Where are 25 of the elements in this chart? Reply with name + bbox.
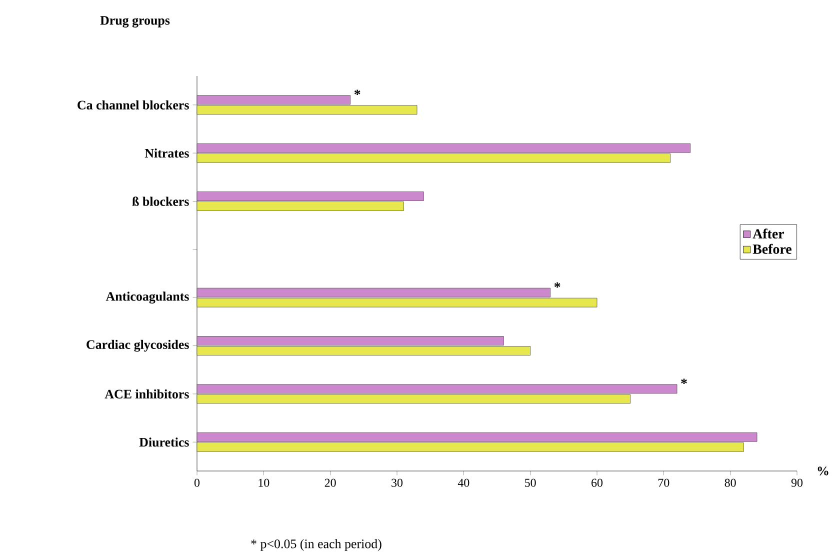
x-tick-label: 0: [194, 478, 200, 487]
x-tick-label: 50: [525, 478, 536, 487]
x-tick-label: 90: [791, 478, 803, 487]
y-tick-label: Diuretics: [139, 438, 189, 447]
x-tick-label: 10: [258, 478, 270, 487]
y-tick-label: ß blockers: [132, 196, 189, 206]
x-tick-label: 70: [658, 478, 670, 487]
x-tick-label: 60: [592, 478, 603, 487]
x-tick-label: 20: [324, 478, 336, 487]
x-axis-title: %: [818, 466, 828, 476]
text: * p<0.05 (in each period): [251, 539, 382, 551]
annotation: *: [354, 90, 360, 95]
annotation: *: [554, 282, 560, 288]
y-axis-title: Drug groups: [100, 16, 170, 28]
y-tick-label: Anticoagulants: [106, 292, 189, 304]
y-tick-label: Cardiac glycosides: [86, 340, 189, 352]
legend-label: Before: [752, 244, 792, 254]
x-tick-label: 40: [458, 478, 470, 487]
legend-label: After: [752, 228, 784, 239]
annotation: *: [681, 378, 687, 384]
y-tick-label: ACE inhibitors: [104, 389, 189, 398]
x-tick-label: 30: [392, 478, 403, 487]
x-tick-label: 80: [724, 478, 736, 487]
y-tick-label: Nitrates: [144, 148, 189, 158]
y-tick-label: Ca channel blockers: [78, 100, 189, 110]
